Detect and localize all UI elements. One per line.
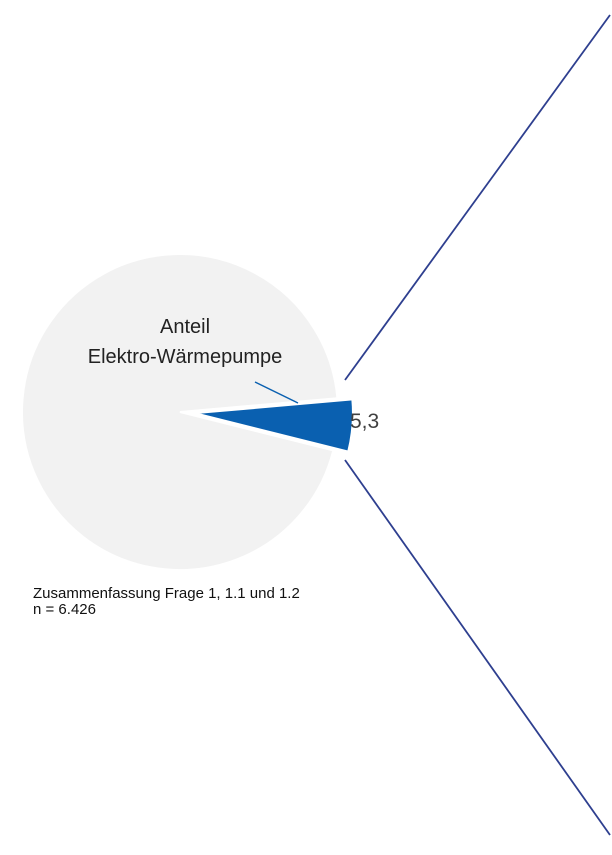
pie-slice (194, 398, 354, 453)
pie-slice (21, 253, 339, 571)
annotation: n = 6.426 (33, 601, 96, 618)
connector-line (344, 459, 611, 836)
annotation: Zusammenfassung Frage 1, 1.1 und 1.2 (33, 585, 300, 602)
connector-line (344, 14, 611, 381)
slice-label: Anteil Elektro-Wärmepumpe (87, 316, 283, 368)
leader-line (254, 381, 299, 404)
value-label: 5,3 (350, 410, 380, 433)
